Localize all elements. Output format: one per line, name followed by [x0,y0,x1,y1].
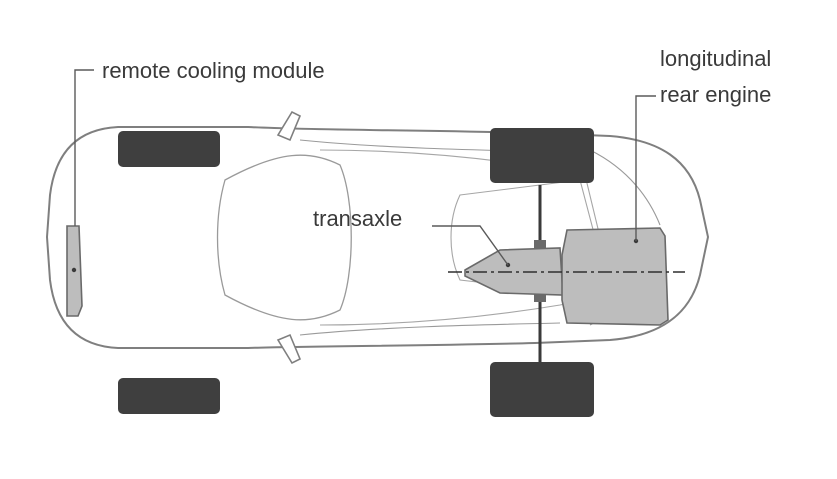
cooling-module-label: remote cooling module [102,58,325,83]
side-line-lower [299,322,561,336]
windshield-outline [216,154,352,321]
mirror-left [276,110,302,142]
transaxle-label: transaxle [313,206,402,231]
engine-leader-line [635,95,656,241]
front-left-tire [118,131,220,167]
transaxle-leader-line [432,225,509,266]
cooling-module-dot [71,267,77,273]
front-right-tire [118,378,220,414]
engine-block [561,227,669,326]
engine-label-line2: rear engine [660,82,771,107]
rear-right-tire [490,362,594,417]
cv-joint-lower [534,292,546,302]
mirror-right [276,333,302,365]
cv-joint-upper [534,240,546,250]
cooling-leader-line [74,69,94,226]
engine-label-line1: longitudinal [660,46,771,71]
rear-left-tire [490,128,594,183]
